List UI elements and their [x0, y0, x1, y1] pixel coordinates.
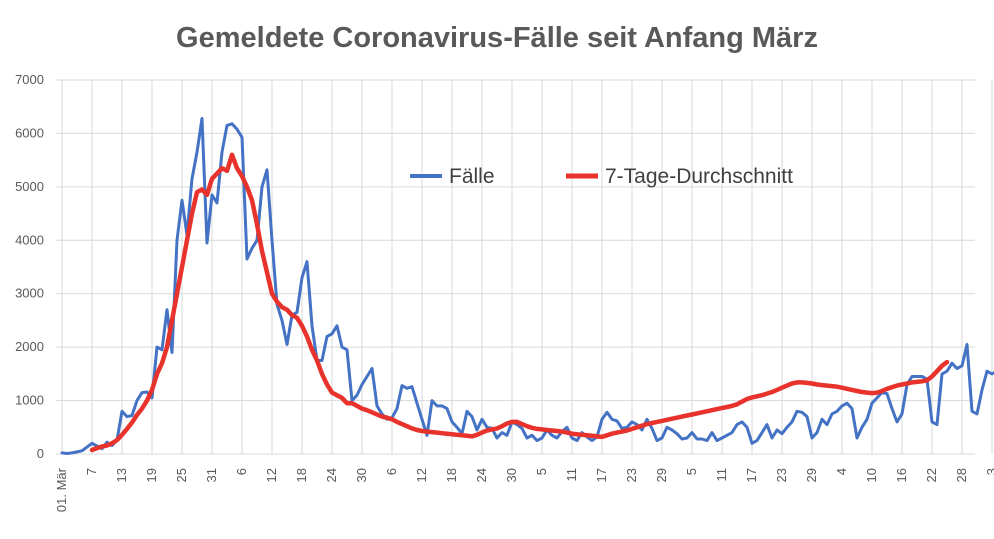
- series-layer: [60, 117, 994, 455]
- y-tick-label: 4000: [15, 232, 44, 247]
- x-tick-label: 29: [804, 468, 819, 482]
- x-tick-label: 18: [444, 468, 459, 482]
- x-tick-label: 12: [414, 468, 429, 482]
- x-tick-label: 24: [324, 468, 339, 482]
- y-tick-label: 5000: [15, 179, 44, 194]
- x-tick-label: 19: [144, 468, 159, 482]
- x-tick-label: 6: [234, 468, 249, 475]
- y-tick-label: 6000: [15, 125, 44, 140]
- x-tick-label: 29: [654, 468, 669, 482]
- x-axis-ticks: 01. Mär 7 13 19 25 31 6 12 18 24 30 6 12 18 24 30 5 11 17 2…: [54, 467, 994, 512]
- x-tick-label: 01. Mär: [54, 467, 69, 512]
- x-tick-label: 25: [174, 468, 189, 482]
- chart-title: Gemeldete Coronavirus-Fälle seit Anfang …: [176, 22, 818, 54]
- x-tick-label: 28: [954, 468, 969, 482]
- y-tick-label: 3000: [15, 286, 44, 301]
- series-line-faelle: [60, 117, 994, 455]
- x-tick-label: 31: [204, 468, 219, 482]
- y-tick-label: 7000: [15, 72, 44, 87]
- x-tick-label: 3: [984, 468, 994, 475]
- x-tick-label: 11: [564, 468, 579, 482]
- y-axis-ticks: 0 1000 2000 3000 4000 5000 6000 7000: [15, 72, 44, 461]
- x-tick-label: 17: [744, 468, 759, 482]
- x-tick-label: 7: [84, 468, 99, 475]
- x-tick-label: 30: [504, 468, 519, 482]
- x-tick-label: 23: [624, 468, 639, 482]
- x-tick-label: 17: [594, 468, 609, 482]
- x-tick-label: 22: [924, 468, 939, 482]
- y-tick-label: 0: [37, 446, 44, 461]
- x-tick-label: 24: [474, 468, 489, 482]
- legend-label-7-tage-durchschnitt: 7-Tage-Durchschnitt: [605, 165, 793, 188]
- x-tick-label: 18: [294, 468, 309, 482]
- x-tick-label: 5: [534, 468, 549, 475]
- legend: Fälle 7-Tage-Durchschnitt: [410, 165, 793, 188]
- x-tick-label: 4: [834, 468, 849, 475]
- legend-label-faelle: Fälle: [449, 165, 495, 188]
- x-tick-label: 16: [894, 468, 909, 482]
- y-tick-label: 1000: [15, 393, 44, 408]
- x-tick-label: 23: [774, 468, 789, 482]
- x-tick-label: 12: [264, 468, 279, 482]
- x-tick-label: 5: [684, 468, 699, 475]
- y-tick-label: 2000: [15, 339, 44, 354]
- series-line-7-tage-durchschnitt: [89, 152, 950, 453]
- x-tick-label: 30: [354, 468, 369, 482]
- x-tick-label: 6: [384, 468, 399, 475]
- x-tick-label: 10: [864, 468, 879, 482]
- grid-layer: [56, 79, 993, 455]
- x-tick-label: 11: [714, 468, 729, 482]
- x-tick-label: 13: [114, 468, 129, 482]
